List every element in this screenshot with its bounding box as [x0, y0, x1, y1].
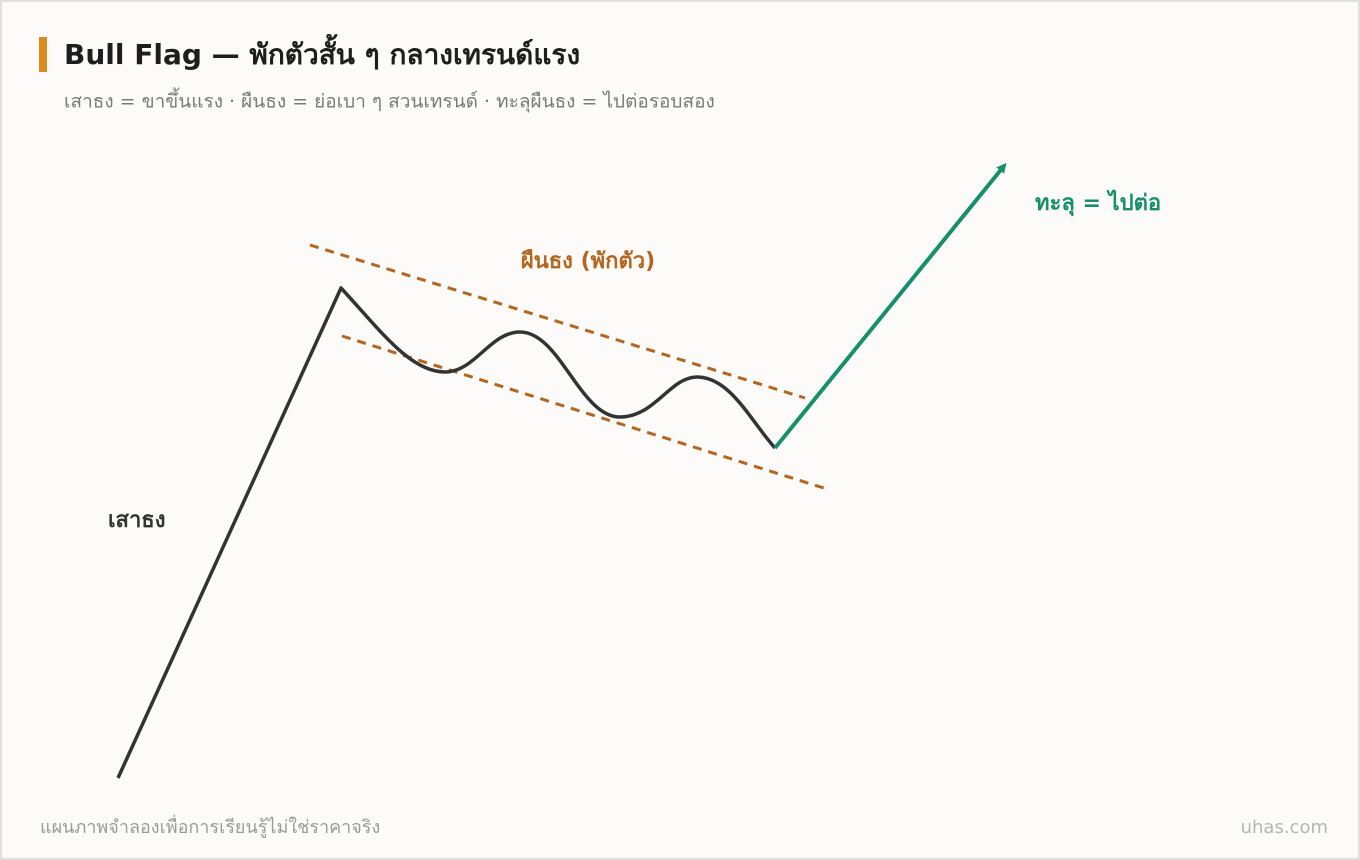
footer-note: แผนภาพจำลองเพื่อการเรียนรู้ไม่ใช่ราคาจริ… [40, 814, 380, 838]
price-line [116, 286, 777, 779]
breakout-label: ทะลุ = ไปต่อ [1035, 189, 1161, 217]
flag-label: ผืนธง (พักตัว) [521, 249, 655, 274]
title-accent [39, 37, 47, 72]
title: Bull Flag — พักตัวสั้น ๆ กลางเทรนด์แรง [64, 33, 580, 71]
brand: uhas.com [1241, 817, 1328, 838]
subtitle: เสาธง = ขาขึ้นแรง · ผืนธง = ย่อเบา ๆ สวน… [64, 88, 715, 114]
flag-lower-line [341, 334, 831, 492]
pole-label: เสาธง [108, 508, 165, 533]
flag-upper-line [309, 243, 806, 400]
breakout-arrow [773, 162, 1007, 450]
